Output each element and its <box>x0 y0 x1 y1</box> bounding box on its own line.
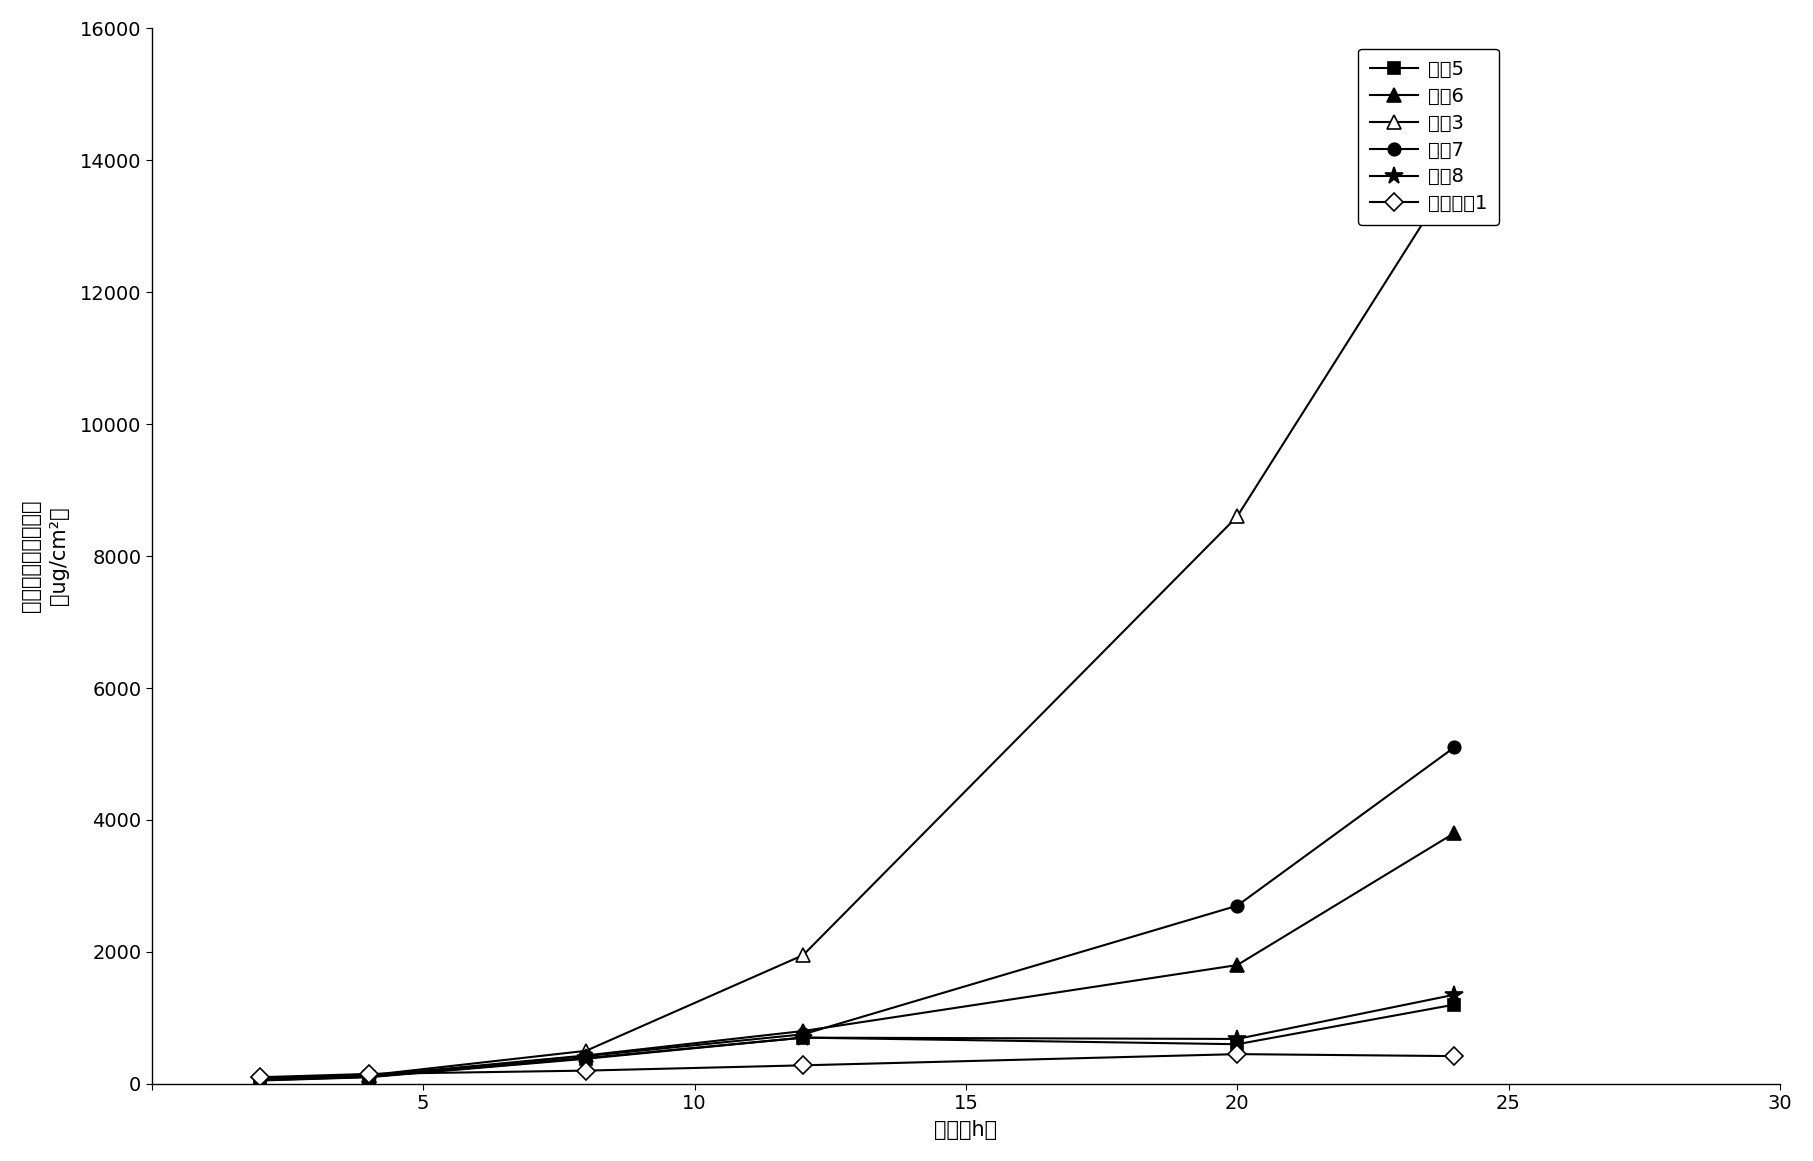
处方3 <box>792 949 814 962</box>
处方7 <box>792 1027 814 1041</box>
处方8 <box>575 1051 596 1065</box>
对比处方1 <box>357 1067 379 1081</box>
处方8 <box>1226 1032 1247 1046</box>
Line: 处方5: 处方5 <box>254 998 1461 1087</box>
处方7 <box>575 1050 596 1063</box>
处方6 <box>792 1024 814 1038</box>
处方6 <box>1226 958 1247 972</box>
处方8 <box>792 1031 814 1045</box>
处方3 <box>1226 510 1247 524</box>
处方3 <box>1443 166 1465 180</box>
处方6 <box>357 1069 379 1083</box>
对比处方1 <box>250 1070 272 1084</box>
处方3 <box>250 1072 272 1086</box>
处方5 <box>792 1031 814 1045</box>
对比处方1 <box>575 1063 596 1077</box>
Line: 处方8: 处方8 <box>252 986 1463 1089</box>
处方6 <box>575 1048 596 1062</box>
处方7 <box>1443 741 1465 755</box>
处方6 <box>250 1073 272 1087</box>
处方5 <box>1443 997 1465 1011</box>
处方8 <box>250 1073 272 1087</box>
对比处方1 <box>1443 1050 1465 1063</box>
处方8 <box>1443 988 1465 1002</box>
Legend: 处方5, 处方6, 处方3, 处方7, 处方8, 对比处方1: 处方5, 处方6, 处方3, 处方7, 处方8, 对比处方1 <box>1358 49 1499 225</box>
处方5 <box>250 1074 272 1088</box>
处方7 <box>1226 899 1247 913</box>
处方8 <box>357 1070 379 1084</box>
处方7 <box>357 1069 379 1083</box>
处方5 <box>1226 1037 1247 1051</box>
处方3 <box>357 1068 379 1082</box>
Line: 处方6: 处方6 <box>254 827 1461 1087</box>
X-axis label: 时间（h）: 时间（h） <box>934 1120 997 1140</box>
对比处方1 <box>792 1059 814 1073</box>
Line: 处方7: 处方7 <box>254 741 1461 1086</box>
Line: 对比处方1: 对比处方1 <box>254 1048 1461 1083</box>
Y-axis label: 单位面积累积透皮量
（ug/cm²）: 单位面积累积透皮量 （ug/cm²） <box>20 500 69 612</box>
处方5 <box>575 1052 596 1066</box>
处方6 <box>1443 827 1465 841</box>
处方3 <box>575 1044 596 1058</box>
对比处方1 <box>1226 1047 1247 1061</box>
处方7 <box>250 1073 272 1087</box>
Line: 处方3: 处方3 <box>254 166 1461 1086</box>
处方5 <box>357 1070 379 1084</box>
